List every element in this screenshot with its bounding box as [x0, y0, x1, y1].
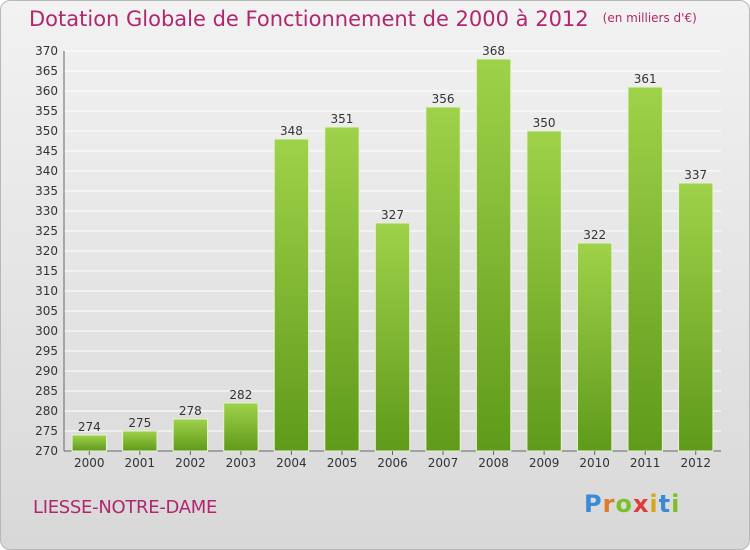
- x-tick-label: 2005: [327, 456, 358, 470]
- y-tick-label: 335: [35, 184, 58, 198]
- bar-value-label: 348: [280, 124, 303, 138]
- y-tick-label: 370: [35, 44, 58, 58]
- bar-value-label: 274: [78, 420, 101, 434]
- x-tick-label: 2001: [125, 456, 156, 470]
- bar-value-label: 322: [583, 228, 606, 242]
- x-tick-label: 2002: [175, 456, 206, 470]
- bar: [576, 242, 613, 452]
- x-tick-label: 2012: [680, 456, 711, 470]
- y-tick-label: 310: [35, 284, 58, 298]
- bar-value-label: 350: [533, 116, 556, 130]
- y-tick-label: 290: [35, 364, 58, 378]
- logo-letter: P: [584, 490, 603, 518]
- x-tick-label: 2009: [529, 456, 560, 470]
- bar-value-label: 275: [128, 416, 151, 430]
- bar-value-label: 356: [432, 92, 455, 106]
- y-tick-label: 365: [35, 64, 58, 78]
- bar: [122, 430, 158, 452]
- bar: [425, 106, 461, 452]
- bar-value-label: 278: [179, 404, 202, 418]
- y-tick-label: 360: [35, 84, 58, 98]
- y-tick-label: 320: [35, 244, 58, 258]
- logo-letter: i: [671, 490, 681, 518]
- y-tick-label: 325: [35, 224, 58, 238]
- bar-value-label: 282: [229, 388, 252, 402]
- bar-value-label: 368: [482, 44, 505, 58]
- logo-letter: r: [602, 490, 616, 518]
- logo-letter: o: [615, 490, 633, 518]
- proxiti-logo[interactable]: Proxiti: [584, 490, 680, 518]
- bar: [172, 418, 209, 452]
- bar: [273, 138, 310, 452]
- bar-value-label: 337: [684, 168, 707, 182]
- commune-name: LIESSE-NOTRE-DAME: [33, 497, 218, 518]
- bar: [71, 434, 107, 452]
- y-tick-label: 285: [35, 384, 58, 398]
- logo-letter: i: [649, 490, 659, 518]
- logo-letter: x: [632, 490, 650, 518]
- x-tick-label: 2004: [276, 456, 307, 470]
- bar: [475, 58, 512, 452]
- bar: [223, 402, 259, 452]
- x-tick-label: 2010: [579, 456, 610, 470]
- bar: [627, 86, 663, 452]
- y-tick-label: 275: [35, 424, 58, 438]
- y-tick-label: 340: [35, 164, 58, 178]
- y-tick-label: 350: [35, 124, 58, 138]
- bar: [526, 130, 562, 452]
- chart-title: Dotation Globale de Fonctionnement de 20…: [29, 7, 697, 31]
- x-tick-label: 2000: [74, 456, 105, 470]
- bar-value-label: 327: [381, 208, 404, 222]
- y-tick-label: 280: [35, 404, 58, 418]
- y-tick-label: 330: [35, 204, 58, 218]
- y-tick-label: 315: [35, 264, 58, 278]
- x-tick-label: 2007: [428, 456, 459, 470]
- x-tick-label: 2011: [630, 456, 661, 470]
- x-tick-label: 2003: [226, 456, 257, 470]
- y-tick-label: 345: [35, 144, 58, 158]
- bar: [374, 222, 411, 452]
- logo-letter: t: [658, 490, 672, 518]
- bar-value-label: 351: [331, 112, 354, 126]
- y-tick-label: 300: [35, 324, 58, 338]
- y-tick-label: 295: [35, 344, 58, 358]
- bar: [678, 182, 714, 452]
- chart-unit: (en milliers d'€): [602, 11, 697, 25]
- bar: [324, 126, 360, 452]
- y-tick-label: 355: [35, 104, 58, 118]
- x-tick-label: 2006: [377, 456, 408, 470]
- bar-value-label: 361: [634, 72, 657, 86]
- x-tick-label: 2008: [478, 456, 509, 470]
- y-tick-label: 305: [35, 304, 58, 318]
- chart-title-text: Dotation Globale de Fonctionnement de 20…: [29, 7, 589, 31]
- y-tick-label: 270: [35, 444, 58, 458]
